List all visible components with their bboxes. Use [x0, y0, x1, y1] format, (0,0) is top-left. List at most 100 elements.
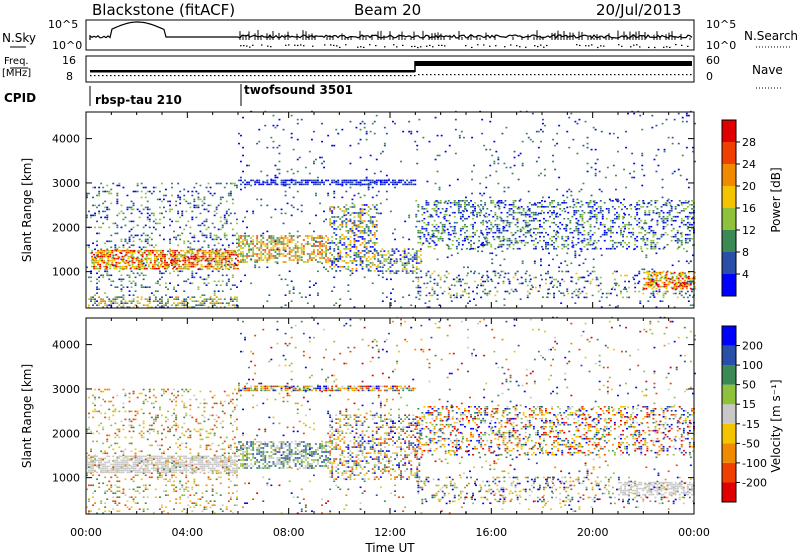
range-gate-cell [502, 282, 505, 285]
range-gate-cell [213, 238, 216, 241]
range-gate-cell [296, 181, 299, 184]
range-gate-cell [626, 296, 628, 299]
range-gate-cell [108, 226, 111, 229]
range-gate-cell [105, 249, 108, 252]
range-gate-cell [472, 227, 474, 230]
range-gate-cell [484, 237, 487, 240]
range-gate-cell [448, 238, 451, 241]
range-gate-cell [571, 280, 574, 283]
range-gate-cell [286, 239, 289, 241]
range-gate-cell [213, 294, 216, 296]
range-gate-cell [361, 232, 364, 234]
range-gate-cell [601, 210, 604, 212]
range-gate-cell [300, 251, 303, 253]
range-gate-cell [587, 274, 590, 277]
range-gate-cell [480, 231, 483, 234]
range-gate-cell [160, 263, 162, 266]
range-gate-cell [622, 221, 624, 224]
range-gate-cell [678, 274, 681, 277]
range-gate-cell [406, 183, 409, 186]
range-gate-cell [337, 181, 340, 184]
range-gate-cell [361, 120, 364, 123]
range-gate-cell [142, 278, 145, 281]
range-gate-cell [466, 200, 468, 202]
range-gate-cell [484, 202, 487, 204]
nave-dot [462, 74, 464, 76]
range-gate-cell [319, 243, 321, 245]
range-gate-cell [174, 255, 177, 258]
range-gate-cell [284, 255, 287, 257]
range-gate-cell [531, 286, 534, 288]
range-gate-cell [294, 251, 297, 253]
range-gate-cell [100, 216, 103, 219]
range-gate-cell [419, 270, 422, 272]
nave-dot [438, 74, 440, 76]
range-gate-cell [369, 179, 372, 182]
range-gate-cell [92, 296, 94, 298]
range-gate-cell [369, 262, 372, 264]
range-gate-cell [647, 271, 650, 274]
range-gate-cell [455, 221, 458, 224]
range-gate-cell [202, 257, 205, 260]
range-gate-cell [254, 266, 257, 269]
range-gate-cell [549, 202, 551, 204]
range-gate-cell [191, 252, 194, 255]
range-gate-cell [136, 182, 139, 185]
range-gate-cell [459, 294, 462, 297]
range-gate-cell [442, 228, 445, 231]
range-gate-cell [636, 202, 639, 204]
range-gate-cell [357, 250, 360, 252]
range-gate-cell [478, 272, 481, 275]
range-gate-cell [331, 268, 334, 270]
range-gate-cell [224, 255, 227, 258]
range-gate-cell [418, 220, 421, 223]
range-gate-cell [369, 222, 372, 224]
range-gate-cell [365, 130, 368, 133]
range-gate-cell [345, 252, 348, 254]
range-gate-cell [655, 277, 658, 280]
range-gate-cell [335, 270, 338, 273]
range-gate-cell [128, 236, 131, 239]
range-gate-cell [593, 247, 596, 250]
range-gate-cell [472, 217, 474, 220]
range-gate-cell [357, 181, 360, 184]
range-gate-cell [202, 253, 205, 256]
range-gate-cell [363, 250, 366, 252]
range-gate-cell [214, 253, 217, 256]
nave-dot [514, 74, 516, 76]
range-gate-cell [132, 204, 135, 207]
range-gate-cell [329, 222, 332, 224]
nave-dot [206, 75, 208, 77]
range-gate-cell [403, 252, 406, 254]
range-gate-cell [379, 180, 382, 183]
range-gate-cell [470, 235, 472, 238]
range-gate-cell [653, 158, 656, 161]
range-gate-cell [555, 237, 558, 240]
nave-dot [158, 75, 160, 77]
nsearch-dot [519, 46, 521, 48]
range-gate-cell [441, 227, 444, 230]
range-gate-cell [349, 120, 352, 123]
range-gate-cell [662, 219, 665, 222]
range-gate-cell [678, 272, 681, 275]
range-gate-cell [605, 247, 608, 250]
range-gate-cell [298, 156, 301, 159]
range-gate-cell [381, 179, 384, 182]
range-gate-cell [409, 258, 412, 260]
range-gate-cell [357, 214, 360, 216]
range-gate-cell [321, 262, 323, 265]
range-gate-cell [527, 230, 530, 233]
range-gate-cell [199, 212, 202, 215]
range-gate-cell [534, 276, 537, 279]
range-gate-cell [215, 212, 218, 215]
range-gate-cell [359, 262, 362, 264]
range-gate-cell [323, 210, 325, 213]
range-gate-cell [197, 286, 200, 288]
range-gate-cell [351, 226, 354, 228]
range-gate-cell [167, 300, 169, 302]
range-gate-cell [233, 264, 236, 267]
range-gate-cell [308, 222, 311, 225]
range-gate-cell [455, 245, 458, 248]
range-gate-cell [107, 261, 110, 264]
range-gate-cell [521, 262, 524, 265]
